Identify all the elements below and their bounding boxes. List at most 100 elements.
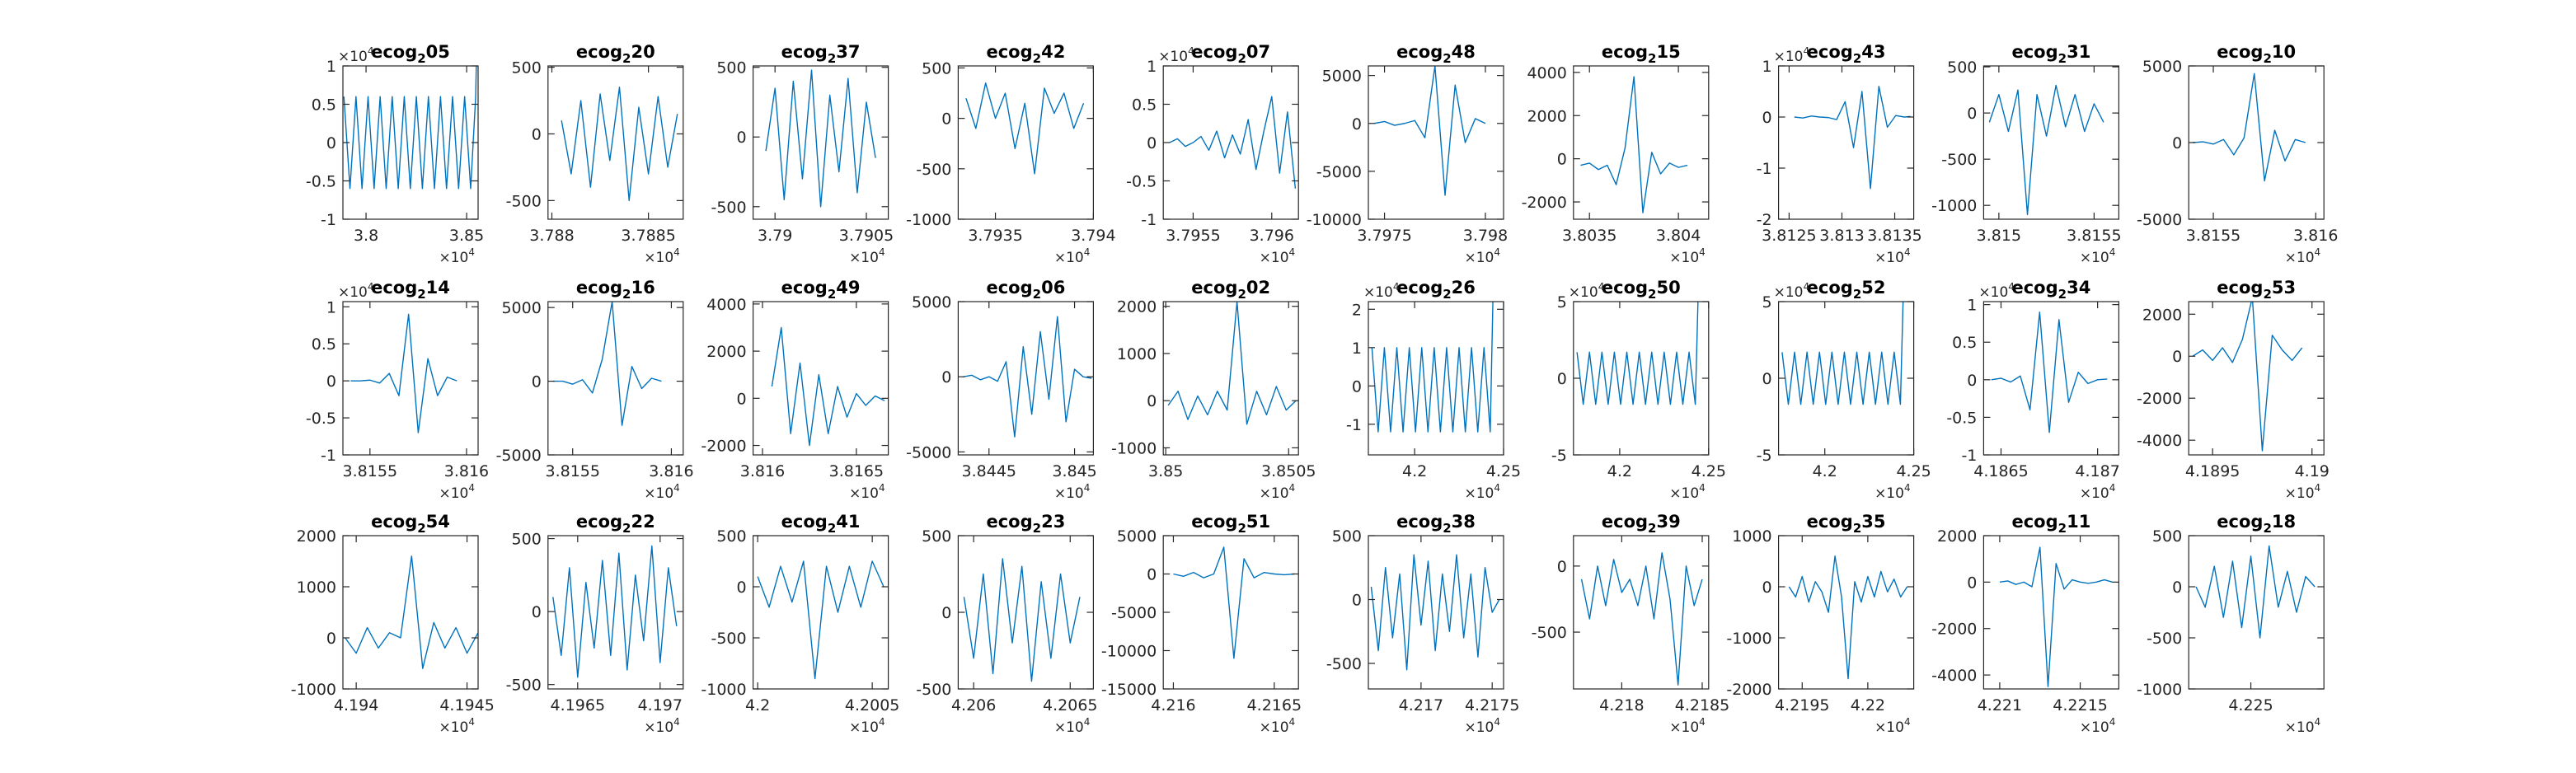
y-tick-label: 4000 [706, 296, 746, 314]
exponent-power: 4 [1494, 246, 1500, 258]
exponent-base: ×10 [1260, 485, 1289, 502]
exponent-base: ×10 [644, 250, 673, 266]
y-tick-label: -5 [1757, 447, 1772, 465]
x-tick-label: 4.2 [1607, 462, 1632, 480]
x-tick-label: 4.2 [1813, 462, 1837, 480]
exponent-base: ×10 [439, 485, 468, 502]
y-tick-label: 500 [1332, 527, 1362, 546]
signal-line [1370, 554, 1500, 671]
title-suffix: 42 [1041, 42, 1065, 62]
axes-background [1573, 302, 1709, 455]
axes-box [1368, 65, 1504, 220]
subplot: 3.79 3.7905 -500 0 500 ecog237 ×104 [711, 42, 894, 266]
title-base: ecog [576, 42, 622, 62]
exponent-power: 4 [879, 482, 885, 494]
exponent-power: 4 [879, 246, 885, 258]
y-tick-label: 2000 [1937, 527, 1977, 546]
y-tick-label: 0 [1967, 574, 1977, 592]
exponent-power: 4 [1904, 716, 1911, 728]
x-tick-label: 3.8505 [1261, 462, 1316, 480]
exponent-base: ×10 [1260, 250, 1289, 266]
axes-box [957, 65, 1095, 220]
y-tick-label: 0 [1967, 372, 1977, 390]
x-tick-label: 3.7975 [1357, 227, 1411, 245]
signal-line [1988, 84, 2104, 216]
subplot-title: ecog237 [781, 42, 861, 66]
y-tick-label: 0 [1557, 370, 1567, 388]
y-tick-label: 0 [737, 129, 747, 147]
x-exponent: ×104 [2285, 716, 2321, 736]
y-tick-label: 0.5 [1952, 334, 1977, 352]
signal-line [1991, 312, 2108, 433]
signal-line [2193, 73, 2306, 182]
title-subscript: 2 [417, 51, 425, 66]
y-tick-label: -5 [1551, 447, 1567, 465]
title-base: ecog [2011, 42, 2058, 62]
x-tick-label: 3.8155 [343, 462, 397, 480]
signal-line [1580, 76, 1688, 213]
y-tick-label: 1 [1352, 340, 1362, 358]
x-exponent: ×104 [1260, 716, 1296, 736]
x-tick-label: 3.816 [2293, 227, 2338, 245]
x-tick-label: 3.816 [740, 462, 785, 480]
title-suffix: 05 [426, 42, 450, 62]
x-tick-label: 4.218 [1599, 696, 1644, 714]
y-tick-label: -500 [1532, 624, 1567, 642]
title-base: ecog [576, 512, 622, 532]
title-suffix: 14 [426, 278, 450, 297]
title-suffix: 34 [2067, 278, 2090, 297]
exponent-base: ×10 [1260, 719, 1289, 736]
title-suffix: 26 [1452, 278, 1476, 297]
y-tick-label: -500 [506, 677, 542, 695]
axes-box [1778, 535, 1915, 690]
signal-line [1576, 302, 1699, 405]
title-subscript: 2 [1033, 51, 1041, 66]
signal-line [963, 558, 1081, 682]
exponent-base: ×10 [1464, 719, 1494, 736]
x-exponent: ×104 [1054, 482, 1091, 502]
x-tick-label: 4.25 [1486, 462, 1521, 480]
subplot-title: ecog220 [576, 42, 655, 66]
y-tick-label: 0 [737, 390, 747, 408]
y-tick-label: 0 [532, 125, 542, 143]
x-tick-label: 4.2215 [2053, 696, 2107, 714]
y-tick-label: 500 [512, 531, 542, 549]
y-tick-label: 0.5 [1132, 96, 1157, 115]
x-tick-label: 3.804 [1656, 227, 1701, 245]
x-exponent: ×104 [2285, 482, 2321, 502]
signal-line [965, 82, 1085, 175]
y-tick-label: -4000 [1931, 667, 1977, 685]
title-suffix: 07 [1246, 42, 1270, 62]
y-tick-label: -1000 [291, 681, 336, 699]
title-subscript: 2 [1237, 521, 1246, 536]
x-tick-label: 3.845 [1052, 462, 1096, 480]
y-tick-label: -1000 [701, 681, 746, 699]
x-tick-label: 3.8135 [1867, 227, 1921, 245]
axes-box [1573, 535, 1710, 690]
title-base: ecog [576, 278, 622, 297]
x-tick-label: 3.7885 [621, 227, 675, 245]
exponent-power: 4 [1289, 482, 1296, 494]
subplot-title: ecog211 [2011, 512, 2090, 536]
y-tick-label: 5 [1762, 293, 1772, 312]
exponent-base: ×10 [1875, 250, 1904, 266]
subplot: 4.2195 4.22 -2000 -1000 0 1000 ecog235 ×104 [1726, 512, 1915, 736]
subplot-title: ecog205 [371, 42, 450, 66]
signal-line [343, 66, 477, 190]
x-tick-label: 4.206 [951, 696, 996, 714]
axes-background [1983, 66, 2119, 219]
y-tick-label: -5000 [496, 447, 542, 465]
y-tick-label: 2000 [706, 343, 746, 361]
axes-background [2189, 302, 2325, 455]
x-tick-label: 4.25 [1692, 462, 1726, 480]
signal-line [345, 555, 478, 669]
exponent-base: ×10 [1978, 284, 2008, 301]
exponent-power: 4 [1188, 45, 1194, 57]
x-tick-label: 4.1865 [1973, 462, 2028, 480]
y-tick-label: 0 [2172, 134, 2182, 152]
y-exponent: ×104 [1978, 281, 2015, 301]
subplot: 3.7975 3.798 -10000 -5000 0 5000 ecog248 ×104 [1307, 42, 1508, 266]
